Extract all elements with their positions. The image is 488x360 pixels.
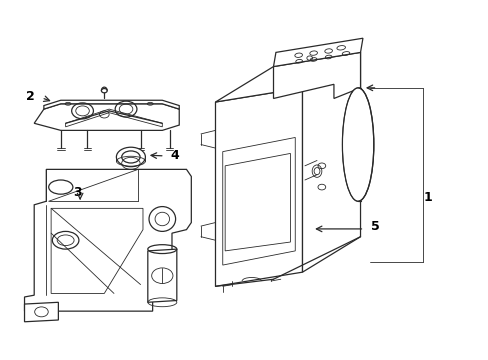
Ellipse shape <box>149 207 175 231</box>
Polygon shape <box>224 153 290 251</box>
Polygon shape <box>302 53 360 272</box>
Polygon shape <box>273 53 360 99</box>
Text: 3: 3 <box>73 186 82 199</box>
Text: 1: 1 <box>423 191 432 204</box>
Ellipse shape <box>342 88 373 201</box>
Text: 2: 2 <box>26 90 35 103</box>
Text: 4: 4 <box>170 149 179 162</box>
Polygon shape <box>215 53 360 102</box>
Polygon shape <box>34 104 179 130</box>
Ellipse shape <box>101 89 107 93</box>
Polygon shape <box>147 249 177 302</box>
Polygon shape <box>65 109 162 127</box>
Polygon shape <box>44 100 179 109</box>
Text: 5: 5 <box>370 220 379 233</box>
Polygon shape <box>273 38 362 67</box>
Polygon shape <box>223 138 295 265</box>
Polygon shape <box>24 302 58 322</box>
Polygon shape <box>215 88 302 286</box>
Ellipse shape <box>116 147 145 167</box>
Polygon shape <box>24 169 191 311</box>
